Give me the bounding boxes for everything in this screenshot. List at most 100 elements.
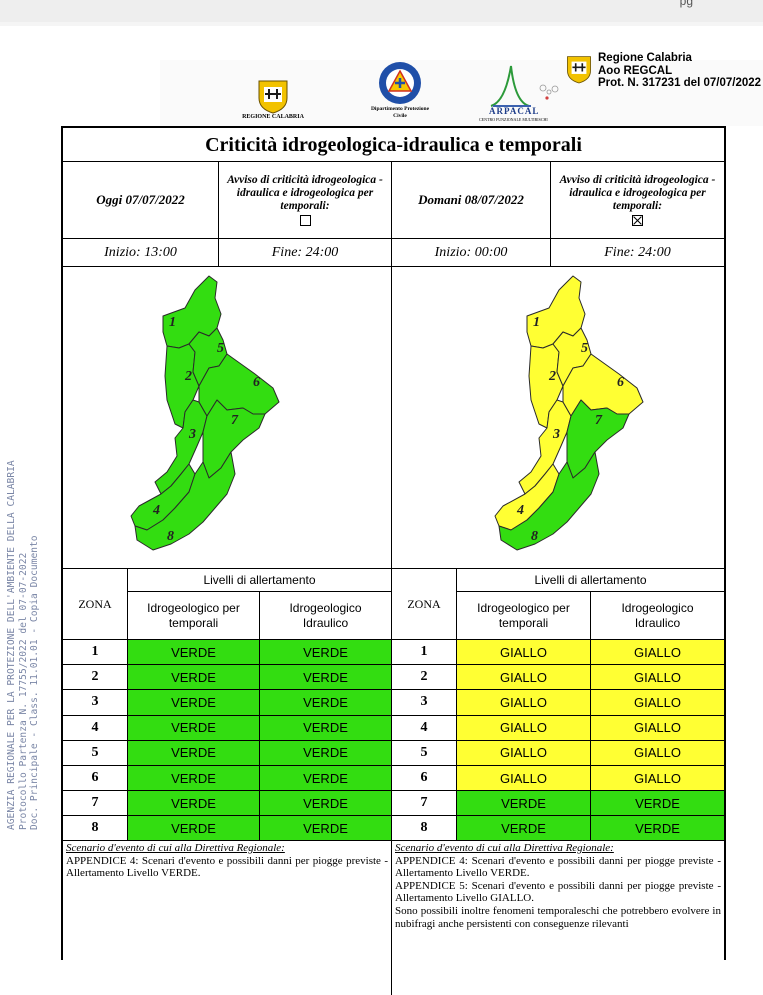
protocol-line: Prot. N. 317231 del 07/07/2022 (598, 77, 762, 89)
col-header-temporali: Idrogeologico per temporali (127, 591, 259, 639)
alert-level-idraulico: GIALLO (590, 689, 724, 715)
today-end: Fine: 24:00 (271, 244, 339, 260)
tomorrow-avviso-label: Avviso di criticità idrogeologica - idra… (559, 174, 716, 212)
regione-calabria-small-emblem-icon (567, 56, 591, 84)
col-header-idraulico: Idrogeologico Idraulico (259, 591, 391, 639)
today-avviso-checkbox (299, 215, 311, 226)
protocol-stamp: Regione Calabria Aoo REGCAL Prot. N. 317… (598, 52, 761, 90)
map-zone-label: 8 (167, 529, 174, 544)
tomorrow-scenario-text: APPENDICE 4: Scenari d'evento e possibil… (395, 854, 721, 880)
divider (550, 161, 551, 267)
today-zone-map: 1 2 3 4 5 6 7 8 (130, 275, 280, 551)
map-zone-label: 5 (217, 341, 224, 356)
map-zone-label: 3 (188, 427, 196, 442)
zone-number: 3 (392, 689, 456, 714)
alert-level-idraulico: VERDE (259, 714, 391, 740)
map-zone-label: 7 (231, 413, 239, 428)
map-zone-label: 6 (253, 375, 260, 390)
regione-calabria-logo: REGIONE CALABRIA (242, 78, 304, 120)
alert-level-idraulico: VERDE (259, 765, 391, 791)
viewer-top-strip: pg (0, 0, 763, 22)
zone-number: 1 (392, 639, 456, 664)
today-scenario-heading: Scenario d'evento di cui alla Direttiva … (66, 842, 285, 854)
alert-level-temporali: VERDE (456, 790, 590, 816)
col-header-idraulico: Idrogeologico Idraulico (590, 591, 724, 639)
alert-level-idraulico: VERDE (259, 790, 391, 816)
protezione-civile-emblem-icon (379, 62, 421, 104)
map-zone-8 (134, 451, 236, 551)
tomorrow-scenario-text: APPENDICE 5: Scenari d'evento e possibil… (395, 879, 721, 905)
alert-level-temporali: VERDE (127, 664, 259, 690)
center-divider (391, 161, 392, 995)
zone-number: 6 (392, 765, 456, 790)
zona-header: ZONA (78, 596, 112, 611)
divider (63, 840, 724, 841)
zone-number: 8 (392, 815, 456, 840)
alert-level-temporali: GIALLO (456, 739, 590, 765)
zone-number: 4 (63, 714, 127, 740)
tomorrow-scenario-text: Sono possibili inoltre fenomeni temporal… (395, 904, 721, 930)
alert-level-idraulico: VERDE (259, 739, 391, 765)
zone-number: 7 (63, 790, 127, 815)
page-edge (0, 22, 763, 26)
alert-level-temporali: VERDE (127, 765, 259, 791)
alert-level-idraulico: GIALLO (590, 739, 724, 765)
alert-level-temporali: VERDE (456, 815, 590, 841)
alert-level-idraulico: VERDE (590, 815, 724, 841)
alert-level-temporali: GIALLO (456, 765, 590, 791)
bulletin: Criticità idrogeologica-idraulica e temp… (61, 126, 726, 995)
regione-calabria-small-logo (565, 54, 595, 89)
today-alert-table: ZONA Livelli di allertamento Idrogeologico… (63, 569, 391, 841)
map-zone-label: 1 (533, 315, 540, 330)
divider (63, 568, 724, 569)
divider (63, 161, 724, 162)
map-zone-label: 3 (552, 427, 560, 442)
protocol-line: Regione Calabria (598, 52, 692, 64)
watermark-line: AGENZIA REGIONALE PER LA PROTEZIONE DELL… (6, 460, 17, 830)
alert-level-temporali: GIALLO (456, 689, 590, 715)
arpacal-caption: ARPACAL (489, 106, 540, 116)
zone-number: 3 (63, 689, 127, 714)
map-zone-label: 2 (184, 369, 192, 384)
alert-level-temporali: VERDE (127, 790, 259, 816)
divider (218, 161, 219, 267)
alert-level-temporali: VERDE (127, 739, 259, 765)
logo-bar: REGIONE CALABRIA Dipartimento Protezione… (160, 56, 763, 126)
alert-level-temporali: VERDE (127, 639, 259, 665)
today-avviso-label: Avviso di criticità idrogeologica - idra… (227, 174, 383, 212)
alert-level-idraulico: GIALLO (590, 765, 724, 791)
protezione-civile-logo: Dipartimento Protezione Civile (370, 60, 430, 120)
map-zone-label: 4 (152, 503, 160, 518)
map-zone-label: 2 (548, 369, 556, 384)
map-zone-label: 5 (581, 341, 588, 356)
zone-number: 8 (63, 815, 127, 840)
tomorrow-alert-table: ZONA Livelli di allertamento Idrogeologico… (392, 569, 724, 841)
zone-number: 4 (392, 714, 456, 740)
zone-number: 7 (392, 790, 456, 815)
divider (63, 238, 724, 239)
map-zone-label: 1 (169, 315, 176, 330)
alert-level-idraulico: VERDE (259, 664, 391, 690)
arpacal-logo: ARPACAL CENTRO FUNZIONALE MULTIRISCHI (479, 62, 585, 122)
levels-header: Livelli di allertamento (456, 569, 724, 591)
alert-level-idraulico: VERDE (259, 689, 391, 715)
protocol-watermark: AGENZIA REGIONALE PER LA PROTEZIONE DELL… (6, 460, 41, 830)
today-date: Oggi 07/07/2022 (96, 192, 185, 207)
today-scenario-text: APPENDICE 4: Scenari d'evento e possibil… (66, 854, 388, 880)
today-scenario: Scenario d'evento di cui alla Direttiva … (66, 842, 388, 880)
alert-level-temporali: GIALLO (456, 664, 590, 690)
zone-number: 5 (392, 739, 456, 765)
alert-level-idraulico: VERDE (259, 639, 391, 665)
protezione-civile-caption: Dipartimento Protezione Civile (370, 106, 430, 119)
map-zone-8 (498, 451, 600, 551)
watermark-line: Doc. Principale - Class. 11.01.01 - Copi… (29, 535, 41, 830)
watermark-line: Protocollo Partenza N. 17755/2022 del 07… (17, 552, 29, 830)
map-zone-label: 6 (617, 375, 624, 390)
alert-level-idraulico: GIALLO (590, 639, 724, 665)
alert-level-temporali: VERDE (127, 689, 259, 715)
zone-number: 1 (63, 639, 127, 664)
zone-number: 5 (63, 739, 127, 765)
regione-calabria-caption: REGIONE CALABRIA (242, 114, 304, 120)
tomorrow-date: Domani 08/07/2022 (418, 192, 524, 207)
zone-number: 2 (392, 664, 456, 689)
